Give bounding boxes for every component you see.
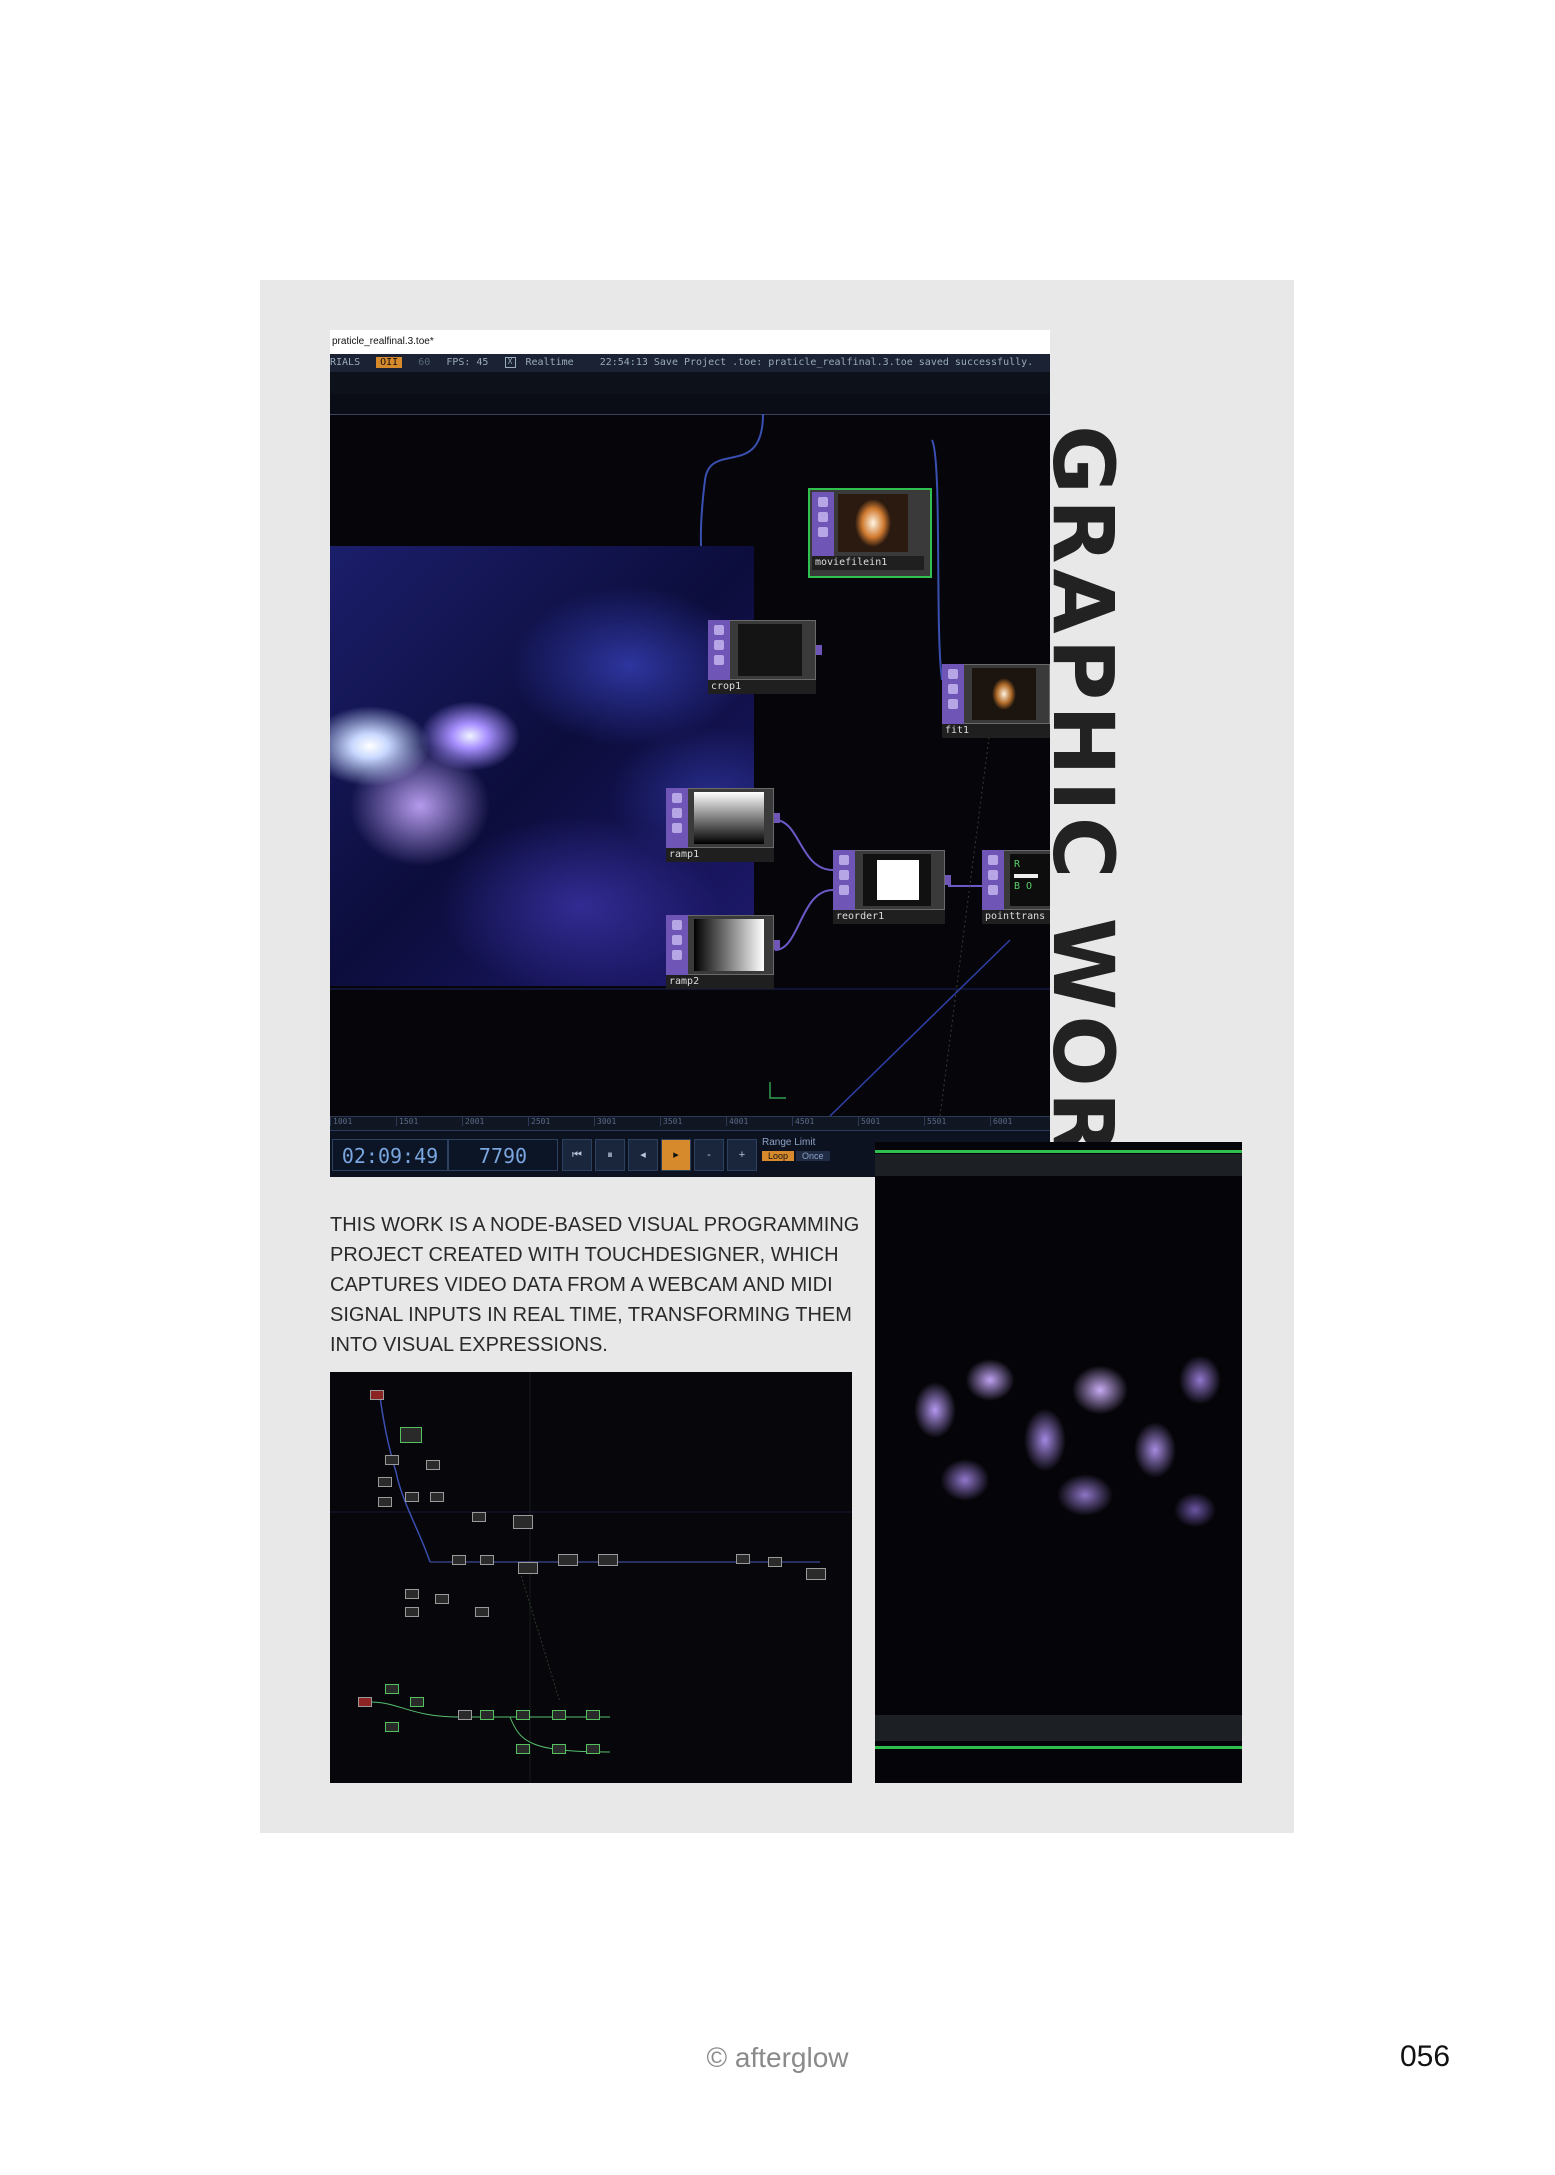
node-label: crop1 bbox=[708, 680, 816, 694]
network-node[interactable] bbox=[385, 1722, 399, 1732]
loop-button[interactable]: Loop bbox=[762, 1151, 795, 1161]
realtime-label: Realtime bbox=[525, 357, 574, 368]
ruler-tick: 5501 bbox=[924, 1117, 990, 1126]
status-bar: RIALS OII 60 FPS: 45 X Realtime 22:54:13 … bbox=[330, 354, 1050, 372]
network-node[interactable] bbox=[552, 1744, 566, 1754]
node-fit1[interactable]: fit1 bbox=[942, 664, 1050, 738]
network-node[interactable] bbox=[358, 1697, 372, 1707]
network-node[interactable] bbox=[516, 1710, 530, 1720]
network-node[interactable] bbox=[586, 1744, 600, 1754]
network-node[interactable] bbox=[458, 1710, 472, 1720]
node-label: ramp1 bbox=[666, 848, 774, 862]
status-message: 22:54:13 Save Project .toe: praticle_rea… bbox=[599, 357, 1034, 368]
network-node[interactable] bbox=[586, 1710, 600, 1720]
once-button[interactable]: Once bbox=[796, 1151, 830, 1161]
page-number: 056 bbox=[1400, 2040, 1451, 2073]
page-title-text: GRAPHIC WORK bbox=[1034, 425, 1132, 1232]
ruler-tick: 4501 bbox=[792, 1117, 858, 1126]
viewer-header bbox=[875, 1154, 1242, 1176]
node-network-screenshot bbox=[330, 1372, 852, 1783]
project-description: THIS WORK IS A NODE-BASED VISUAL PROGRAM… bbox=[330, 1214, 860, 1356]
network-node[interactable] bbox=[385, 1455, 399, 1465]
footer-credit: © afterglow bbox=[706, 2042, 849, 2073]
network-node[interactable] bbox=[475, 1607, 489, 1617]
path-bar bbox=[330, 394, 1050, 415]
ruler-tick: 6001 bbox=[990, 1117, 1050, 1126]
network-node[interactable] bbox=[806, 1568, 826, 1580]
viewer-footer bbox=[875, 1715, 1242, 1741]
node-label: reorder1 bbox=[833, 910, 945, 924]
target-fps: 60 bbox=[418, 357, 431, 368]
network-node[interactable] bbox=[598, 1554, 618, 1566]
timecode-display[interactable]: 02:09:49 bbox=[332, 1139, 448, 1171]
green-guide-line bbox=[875, 1746, 1242, 1749]
network-node[interactable] bbox=[430, 1492, 444, 1502]
rewind-button[interactable]: ⏮ bbox=[562, 1139, 592, 1171]
network-node[interactable] bbox=[378, 1497, 392, 1507]
ruler-tick: 1501 bbox=[396, 1117, 462, 1126]
ruler-tick: 2501 bbox=[528, 1117, 594, 1126]
network-node[interactable] bbox=[405, 1607, 419, 1617]
ruler-tick: 4001 bbox=[726, 1117, 792, 1126]
timeline-ruler[interactable]: 1001 1501 2001 2501 3001 3501 4001 4501 5001 5501… bbox=[330, 1116, 1050, 1131]
node-moviefilein1[interactable]: moviefilein1 bbox=[808, 488, 932, 578]
node-pointtrans[interactable]: R B O pointtrans bbox=[982, 850, 1050, 924]
node-label: moviefilein1 bbox=[812, 556, 924, 570]
node-label: pointtrans bbox=[982, 910, 1050, 924]
realtime-toggle[interactable]: X Realtime bbox=[504, 356, 584, 368]
network-node[interactable] bbox=[452, 1555, 466, 1565]
node-reorder1[interactable]: reorder1 bbox=[833, 850, 951, 924]
network-node[interactable] bbox=[405, 1589, 419, 1599]
pointtrans-readout-r: R bbox=[1014, 859, 1021, 870]
status-prefix: RIALS bbox=[330, 357, 361, 368]
network-node[interactable] bbox=[410, 1697, 424, 1707]
window-title: praticle_realfinal.3.toe* bbox=[330, 330, 1050, 354]
range-limit-label: Range Limit bbox=[762, 1137, 816, 1148]
network-node[interactable] bbox=[552, 1710, 566, 1720]
network-node[interactable] bbox=[480, 1710, 494, 1720]
node-ramp2[interactable]: ramp2 bbox=[666, 915, 780, 989]
range-limit: Range Limit Loop Once bbox=[762, 1137, 832, 1162]
network-node[interactable] bbox=[400, 1427, 422, 1443]
particle-render-screenshot bbox=[875, 1142, 1242, 1783]
touchdesigner-screenshot: praticle_realfinal.3.toe* RIALS OII 60 F… bbox=[330, 330, 1050, 1177]
node-crop1[interactable]: crop1 bbox=[708, 620, 822, 694]
network-node[interactable] bbox=[426, 1460, 440, 1470]
network-node[interactable] bbox=[513, 1515, 533, 1529]
network-node[interactable] bbox=[472, 1512, 486, 1522]
network-node[interactable] bbox=[435, 1594, 449, 1604]
network-node[interactable] bbox=[516, 1744, 530, 1754]
network-node[interactable] bbox=[736, 1554, 750, 1564]
network-node[interactable] bbox=[405, 1492, 419, 1502]
pointtrans-readout-b: B O bbox=[1014, 881, 1033, 892]
frame-display[interactable]: 7790 bbox=[448, 1139, 558, 1171]
step-back-button[interactable]: ◂ bbox=[628, 1139, 658, 1171]
fps-readout: FPS: 45 bbox=[446, 357, 489, 368]
particle-visualization bbox=[330, 546, 754, 986]
ruler-tick: 5001 bbox=[858, 1117, 924, 1126]
network-node[interactable] bbox=[378, 1477, 392, 1487]
step-plus-button[interactable]: + bbox=[727, 1139, 757, 1171]
ruler-tick: 2001 bbox=[462, 1117, 528, 1126]
network-node[interactable] bbox=[370, 1390, 384, 1400]
network-node[interactable] bbox=[558, 1554, 578, 1566]
ruler-tick: 3001 bbox=[594, 1117, 660, 1126]
node-label: ramp2 bbox=[666, 975, 774, 989]
play-button[interactable]: ▸ bbox=[661, 1139, 691, 1171]
ruler-tick: 1001 bbox=[330, 1117, 396, 1126]
step-minus-button[interactable]: - bbox=[694, 1139, 724, 1171]
node-ramp1[interactable]: ramp1 bbox=[666, 788, 780, 862]
particle-cloud bbox=[895, 1310, 1225, 1560]
network-node[interactable] bbox=[480, 1555, 494, 1565]
realtime-checkbox[interactable]: X bbox=[504, 356, 516, 368]
op-badge[interactable]: OII bbox=[376, 357, 403, 368]
network-node[interactable] bbox=[768, 1557, 782, 1567]
network-node[interactable] bbox=[518, 1562, 538, 1574]
green-guide-line bbox=[875, 1150, 1242, 1153]
ruler-tick: 3501 bbox=[660, 1117, 726, 1126]
pause-button[interactable]: ⏸ bbox=[595, 1139, 625, 1171]
node-label: fit1 bbox=[942, 724, 1050, 738]
network-node[interactable] bbox=[385, 1684, 399, 1694]
